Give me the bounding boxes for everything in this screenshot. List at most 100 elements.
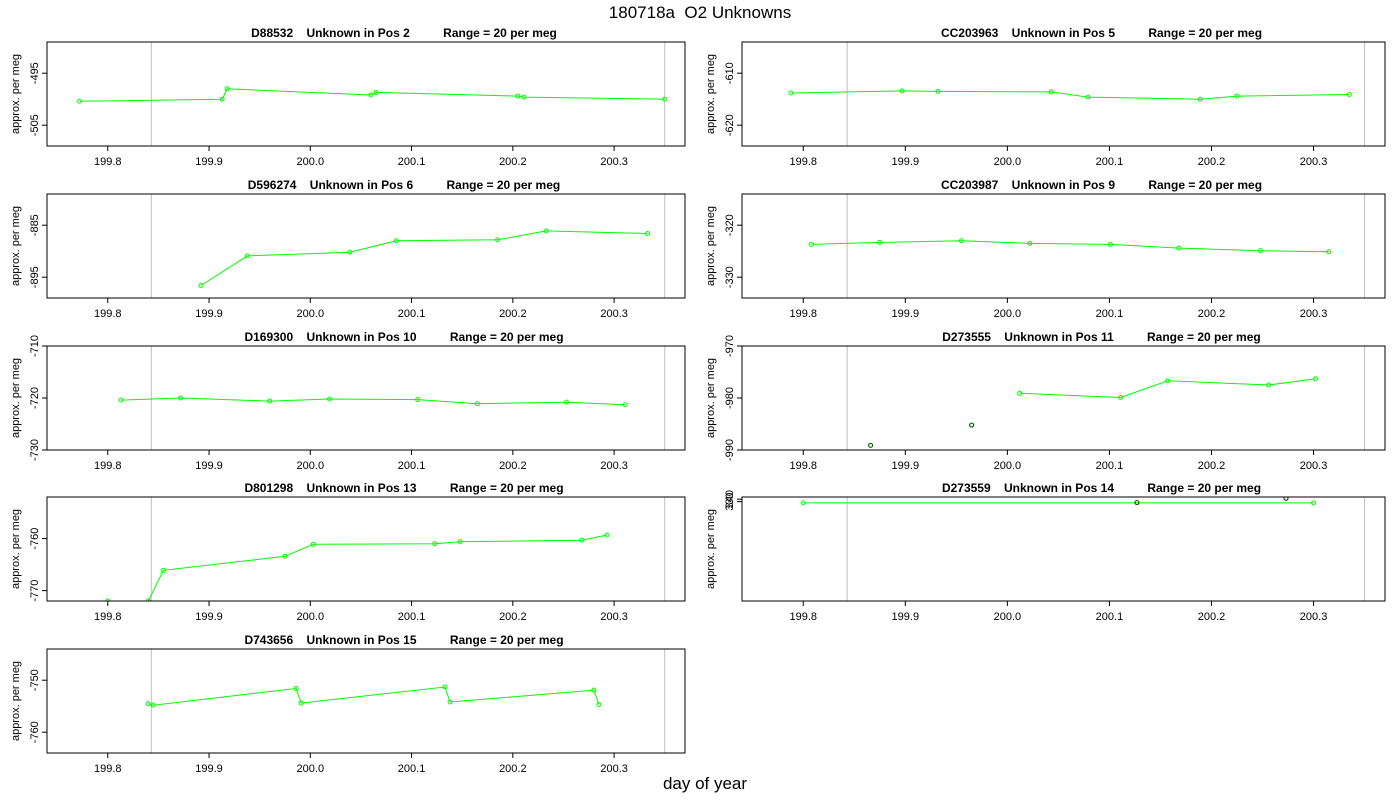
outlier-point <box>969 422 975 428</box>
x-tick-label: 200.1 <box>398 308 426 320</box>
x-tick-label: 200.3 <box>1300 460 1328 472</box>
series-line <box>148 686 600 706</box>
y-tick-label: -620 <box>724 114 736 136</box>
panel-title: D596274 Unknown in Pos 6 Range = 20 per … <box>248 178 560 192</box>
y-tick-label: -970 <box>724 335 736 357</box>
x-tick-label: 199.9 <box>892 308 920 320</box>
panel-frame <box>46 648 686 754</box>
y-axis-title: approx. per meg <box>705 358 717 438</box>
x-tick-label: 200.0 <box>297 308 325 320</box>
data-point <box>1017 390 1023 396</box>
data-point <box>1234 93 1240 99</box>
figure-title: 180718a O2 Unknowns <box>608 3 792 22</box>
data-point <box>245 253 251 259</box>
data-point <box>145 598 151 601</box>
panel-frame <box>46 193 686 299</box>
data-point <box>373 89 379 95</box>
panel-8: D273559 Unknown in Pos 14 Range = 20 per… <box>705 481 1386 623</box>
data-point <box>662 96 668 102</box>
x-tick-label: 200.1 <box>398 156 426 168</box>
x-tick-label: 199.9 <box>892 156 920 168</box>
y-axis-title: approx. per meg <box>705 54 717 134</box>
data-point <box>935 88 941 94</box>
y-tick-label: -885 <box>29 214 41 236</box>
panel-title: D743656 Unknown in Pos 15 Range = 20 per… <box>244 633 563 647</box>
panel-frame <box>46 345 686 451</box>
data-point <box>432 541 438 547</box>
data-point <box>282 553 288 559</box>
x-tick-label: 199.8 <box>94 156 122 168</box>
x-tick-label: 200.0 <box>297 156 325 168</box>
series-line <box>1019 378 1316 399</box>
panel-4: CC203987 Unknown in Pos 9 Range = 20 per… <box>705 178 1386 320</box>
series-line <box>107 534 608 601</box>
data-point <box>1257 248 1263 254</box>
x-tick-label: 200.0 <box>297 460 325 472</box>
x-tick-label: 199.8 <box>94 460 122 472</box>
panel-title: D88532 Unknown in Pos 2 Range = 20 per m… <box>251 26 557 40</box>
data-point <box>1346 92 1352 98</box>
y-tick-label: -720 <box>29 387 41 409</box>
x-tick-label: 199.8 <box>789 156 817 168</box>
data-point <box>145 701 151 707</box>
data-point <box>224 86 230 92</box>
y-axis-title: approx. per meg <box>705 206 717 286</box>
x-tick-label: 200.3 <box>1300 611 1328 623</box>
plot-area <box>118 346 666 450</box>
x-tick-label: 199.8 <box>94 611 122 623</box>
y-axis-title: approx. per meg <box>10 358 22 438</box>
x-tick-label: 200.2 <box>499 763 527 775</box>
x-tick-label: 200.1 <box>1096 156 1124 168</box>
data-point <box>327 396 333 402</box>
x-tick-label: 199.8 <box>94 763 122 775</box>
data-point <box>267 398 273 404</box>
x-tick-label: 200.2 <box>1198 611 1226 623</box>
data-point <box>1048 89 1054 95</box>
data-point <box>1326 249 1332 255</box>
x-tick-label: 199.9 <box>892 611 920 623</box>
x-tick-label: 199.9 <box>195 763 223 775</box>
data-point <box>442 684 448 690</box>
x-tick-label: 200.2 <box>499 156 527 168</box>
plot-area <box>76 42 668 146</box>
panel-frame <box>741 345 1386 451</box>
data-point <box>447 699 453 705</box>
panel-title: D801298 Unknown in Pos 13 Range = 20 per… <box>244 481 563 495</box>
data-point <box>543 228 549 234</box>
y-tick-label: -750 <box>29 669 41 691</box>
data-point <box>178 395 184 401</box>
data-point <box>800 500 806 506</box>
x-tick-label: 200.1 <box>398 611 426 623</box>
x-tick-label: 200.3 <box>600 460 628 472</box>
y-axis-title: approx. per meg <box>10 206 22 286</box>
x-tick-label: 200.2 <box>1198 460 1226 472</box>
panel-title: D273559 Unknown in Pos 14 Range = 20 per… <box>942 481 1261 495</box>
panel-frame <box>741 41 1386 147</box>
panel-title: CC203987 Unknown in Pos 9 Range = 20 per… <box>941 178 1262 192</box>
y-tick-label: -990 <box>724 439 736 461</box>
x-tick-label: 200.1 <box>1096 460 1124 472</box>
x-tick-label: 200.1 <box>1096 308 1124 320</box>
x-tick-label: 200.1 <box>398 460 426 472</box>
data-point <box>1085 94 1091 100</box>
plot-area <box>846 346 1366 450</box>
x-tick-label: 199.8 <box>789 611 817 623</box>
data-point <box>457 539 463 545</box>
data-point <box>1027 240 1033 246</box>
outlier-point <box>1134 499 1140 506</box>
panel-title: D169300 Unknown in Pos 10 Range = 20 per… <box>244 330 563 344</box>
data-point <box>310 541 316 547</box>
x-tick-label: 200.0 <box>994 308 1022 320</box>
x-tick-label: 200.3 <box>600 156 628 168</box>
x-tick-label: 199.9 <box>195 460 223 472</box>
data-point <box>564 399 570 405</box>
data-point <box>198 283 204 289</box>
data-point <box>150 702 156 708</box>
x-tick-label: 199.8 <box>789 460 817 472</box>
data-point <box>76 98 82 104</box>
panel-5: D169300 Unknown in Pos 10 Range = 20 per… <box>10 330 686 472</box>
y-tick-label: -730 <box>29 439 41 461</box>
y-tick-label: -760 <box>29 528 41 550</box>
data-point <box>1165 378 1171 384</box>
data-point <box>368 92 374 98</box>
